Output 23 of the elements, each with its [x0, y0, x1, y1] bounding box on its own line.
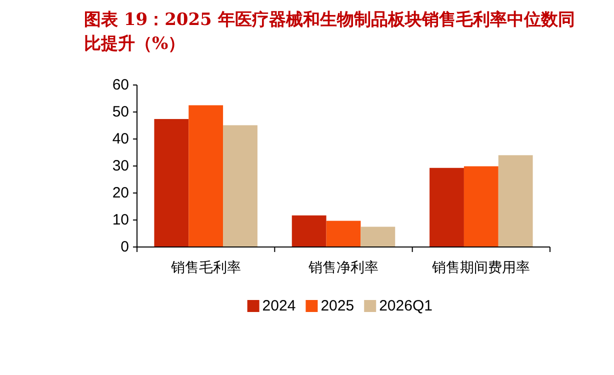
y-tick-label: 60: [112, 76, 129, 94]
x-tick-label: 销售毛利率: [170, 260, 241, 276]
y-tick-label: 20: [112, 184, 129, 202]
y-tick-label: 40: [112, 130, 129, 148]
bar: [464, 166, 498, 247]
bar: [430, 168, 464, 247]
x-tick-label: 销售期间费用率: [431, 260, 530, 276]
y-tick-label: 50: [112, 104, 129, 120]
legend-label: 2024: [262, 298, 296, 314]
bar: [360, 226, 396, 247]
bar: [292, 215, 326, 247]
bar: [154, 119, 189, 247]
chart-title: 图表 19：2025 年医疗器械和生物制品板块销售毛利率中位数同比提升（%）: [84, 9, 576, 56]
bar: [188, 105, 224, 247]
legend-label: 2025: [320, 298, 354, 314]
bar: [326, 220, 361, 247]
bar: [498, 155, 533, 247]
legend-label: 2026Q1: [379, 298, 432, 314]
x-tick-label: 销售净利率: [308, 260, 378, 276]
y-tick-label: 0: [120, 238, 129, 256]
y-tick-label: 10: [112, 212, 129, 228]
bar: [223, 125, 258, 247]
y-tick-label: 30: [112, 158, 129, 174]
